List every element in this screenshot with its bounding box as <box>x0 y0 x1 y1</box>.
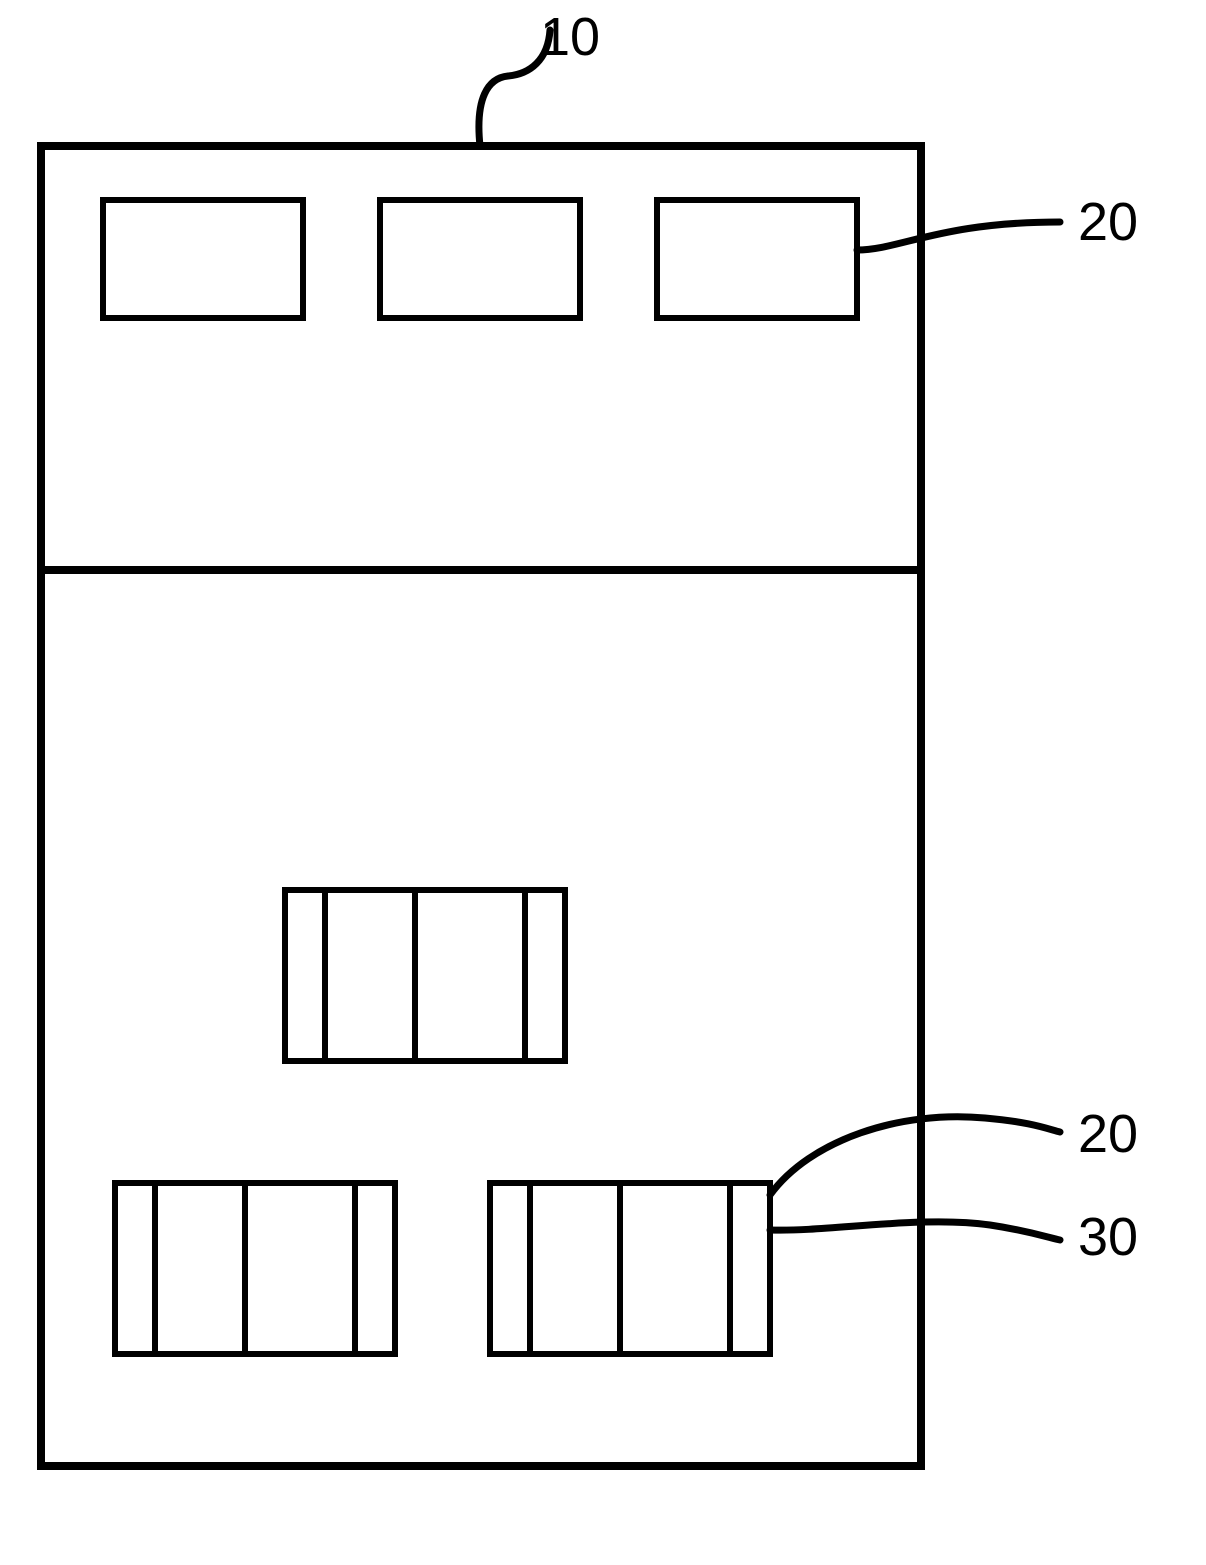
label-20-top: 20 <box>1078 192 1138 252</box>
label-10: 10 <box>540 7 600 67</box>
top-box-0 <box>103 200 303 318</box>
leader-30 <box>770 1222 1060 1240</box>
top-box-1 <box>380 200 580 318</box>
bottom-right-box <box>490 1183 770 1354</box>
top-box-2 <box>657 200 857 318</box>
outer-frame <box>41 146 921 1466</box>
bottom-left-box <box>115 1183 395 1354</box>
mid-box <box>285 890 565 1061</box>
label-20-bottom: 20 <box>1078 1104 1138 1164</box>
label-30: 30 <box>1078 1207 1138 1267</box>
leader-20-bottom <box>770 1117 1060 1195</box>
leader-20-top <box>857 222 1060 250</box>
